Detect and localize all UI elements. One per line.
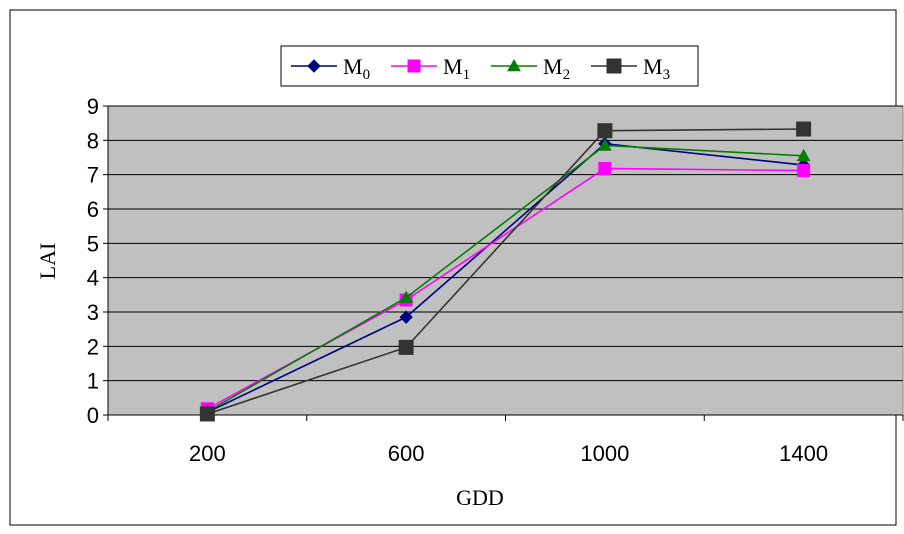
y-tick-label: 4	[87, 266, 99, 291]
data-point-marker	[399, 310, 413, 324]
series-layer	[199, 121, 812, 422]
y-tick-label: 8	[87, 128, 99, 153]
y-tick-label: 0	[87, 403, 99, 428]
legend-label: M1	[443, 54, 470, 83]
y-tick-label: 7	[87, 163, 99, 188]
data-point-marker	[199, 406, 215, 422]
legend-item: M1	[391, 54, 470, 83]
x-tick-label: 600	[388, 441, 425, 466]
series-line	[207, 142, 804, 413]
x-tick-label: 1400	[779, 441, 828, 466]
data-point-marker	[606, 58, 622, 74]
data-point-marker	[597, 123, 613, 139]
legend-item: M2	[491, 54, 570, 83]
x-axis-title: GDD	[456, 485, 504, 510]
plot-area	[107, 105, 904, 416]
legend-label: M3	[643, 54, 670, 83]
legend-item: M3	[591, 54, 670, 83]
data-point-marker	[398, 339, 414, 355]
data-point-marker	[796, 148, 811, 162]
series-M3	[199, 121, 812, 422]
legend-item: M0	[291, 54, 370, 83]
x-tick-label: 200	[189, 441, 226, 466]
y-axis-title: LAI	[35, 243, 60, 280]
data-point-marker	[797, 164, 811, 178]
x-tick-label: 1000	[580, 441, 629, 466]
legend-label: M2	[543, 54, 570, 83]
data-point-marker	[598, 161, 612, 175]
y-tick-label: 6	[87, 197, 99, 222]
data-point-marker	[796, 121, 812, 137]
data-point-marker	[307, 59, 321, 73]
data-point-marker	[507, 58, 521, 72]
series-line	[206, 144, 804, 413]
y-tick-label: 3	[87, 300, 99, 325]
y-tick-label: 1	[87, 369, 99, 394]
data-point-marker	[407, 59, 421, 73]
y-tick-label: 5	[87, 231, 99, 256]
y-tick-label: 2	[87, 334, 99, 359]
series-line	[207, 128, 804, 415]
data-point-marker	[598, 138, 612, 151]
axes: 0 1 2 3 4 5 6 7 8 9 200 600 1000 1400	[87, 94, 904, 466]
y-tick-label: 9	[87, 94, 99, 119]
legend: M0 M1 M2 M3	[280, 45, 699, 87]
data-point-marker	[399, 290, 413, 303]
legend-label: M0	[343, 54, 370, 83]
